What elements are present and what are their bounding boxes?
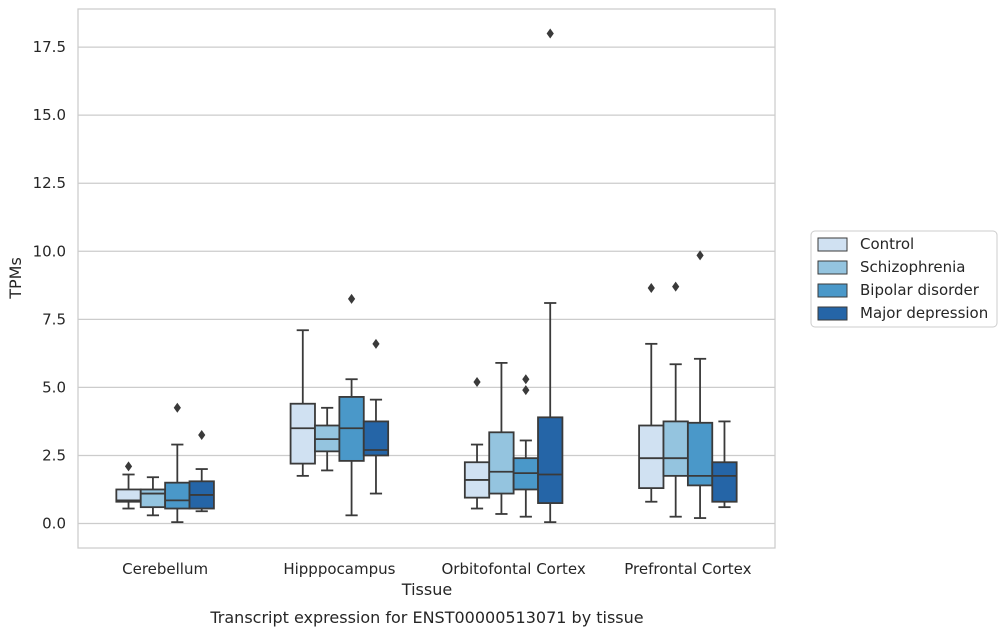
y-tick-label: 7.5 bbox=[42, 310, 66, 328]
x-tick-label: Orbitofontal Cortex bbox=[442, 560, 586, 578]
legend-swatch bbox=[817, 283, 848, 298]
y-gridlines bbox=[78, 46, 775, 525]
chart-caption: Transcript expression for ENST0000051307… bbox=[209, 608, 643, 627]
box bbox=[289, 329, 316, 477]
outlier-point bbox=[546, 28, 554, 39]
box-body bbox=[289, 402, 316, 465]
outlier-point bbox=[522, 374, 530, 385]
outlier-point bbox=[198, 430, 206, 441]
y-tick-label: 12.5 bbox=[33, 174, 66, 192]
y-tick-label: 0.0 bbox=[42, 515, 66, 533]
box-group bbox=[638, 250, 738, 519]
outlier-point bbox=[522, 385, 530, 396]
y-tick-label: 15.0 bbox=[33, 106, 66, 124]
outlier-point bbox=[347, 293, 356, 304]
box bbox=[188, 430, 215, 513]
box-body bbox=[662, 420, 689, 477]
box bbox=[463, 376, 491, 510]
box-body bbox=[686, 421, 714, 487]
box-body bbox=[164, 481, 191, 510]
outlier-point bbox=[473, 376, 481, 387]
box-body bbox=[711, 461, 738, 503]
box bbox=[314, 406, 341, 472]
y-tick-label: 5.0 bbox=[42, 378, 66, 396]
y-tick-label: 10.0 bbox=[33, 242, 66, 260]
box-body bbox=[638, 424, 665, 490]
outlier-point bbox=[124, 461, 133, 472]
box-body bbox=[537, 416, 564, 504]
outlier-point bbox=[173, 402, 181, 413]
box-group bbox=[115, 402, 215, 524]
legend-label: Major depression bbox=[860, 304, 988, 322]
legend-item: Major depression bbox=[817, 304, 988, 322]
legend: Control Schizophrenia Bipolar disorder Majo… bbox=[810, 230, 998, 328]
box bbox=[711, 420, 738, 509]
box bbox=[638, 283, 665, 503]
legend-frame bbox=[810, 230, 998, 328]
x-tick-label: Prefrontal Cortex bbox=[624, 560, 751, 578]
legend-swatch bbox=[817, 306, 848, 321]
legend-item: Control bbox=[817, 235, 914, 253]
x-tick-label: Hipppocampus bbox=[283, 560, 395, 578]
outlier-point bbox=[672, 281, 680, 292]
x-axis-title: Tissue bbox=[401, 580, 452, 599]
box bbox=[488, 361, 515, 515]
box-groups bbox=[115, 28, 738, 524]
y-axis-title: TPMs bbox=[6, 257, 25, 300]
box bbox=[686, 250, 714, 519]
legend-swatch bbox=[817, 260, 848, 275]
box-body bbox=[488, 431, 515, 495]
box-group bbox=[289, 293, 390, 517]
box bbox=[338, 293, 365, 517]
x-tick-labels: Cerebellum Hipppocampus Orbitofontal Corte… bbox=[122, 560, 751, 578]
outlier-point bbox=[372, 338, 380, 349]
box bbox=[662, 281, 689, 518]
legend-swatch bbox=[817, 237, 848, 252]
legend-label: Bipolar disorder bbox=[860, 281, 980, 299]
x-tick-label: Cerebellum bbox=[122, 560, 208, 578]
legend-label: Schizophrenia bbox=[860, 258, 965, 276]
box-body bbox=[139, 488, 167, 509]
legend-label: Control bbox=[860, 235, 914, 253]
legend-item: Schizophrenia bbox=[817, 258, 965, 276]
outlier-point bbox=[647, 283, 655, 294]
box-group bbox=[463, 28, 564, 524]
y-tick-labels: 0.0 2.5 5.0 7.5 10.0 12.5 15.0 17.5 bbox=[33, 38, 66, 532]
plot-frame bbox=[77, 8, 776, 549]
legend-item: Bipolar disorder bbox=[817, 281, 980, 299]
box bbox=[537, 28, 564, 524]
box bbox=[362, 338, 390, 495]
y-tick-label: 2.5 bbox=[42, 446, 66, 464]
y-tick-label: 17.5 bbox=[33, 38, 66, 56]
outlier-point bbox=[696, 250, 704, 261]
